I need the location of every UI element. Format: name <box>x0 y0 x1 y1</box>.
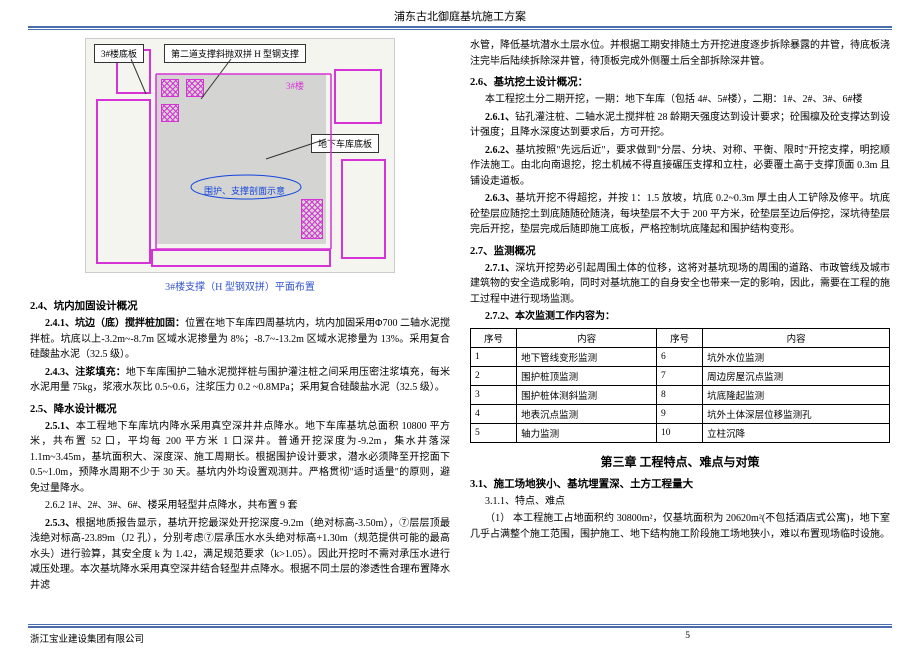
para-2-6-2: 2.6.2、基坑按照"先远后近"，要求做到"分层、分块、对称、平衡、限时"开挖支… <box>470 143 890 190</box>
th-content1: 内容 <box>517 328 657 347</box>
footer-page: 5 <box>685 631 690 645</box>
para-2-4-3: 2.4.3、注浆填充：地下车库围护二轴水泥搅拌桩与围护灌注桩之间采用压密注浆填充… <box>30 365 450 396</box>
para-3-1-body: （1） 本工程施工占地面积约 30800m²，仅基坑面积为 20620m²(不包… <box>470 511 890 542</box>
header-rule-thick <box>28 26 892 28</box>
para-2-6-3: 2.6.3、基坑开挖不得超挖，并按 1：1.5 放坡，坑底 0.2~0.3m 厚… <box>470 191 890 238</box>
header-title: 浦东古北御庭基坑施工方案 <box>0 0 920 26</box>
para-continued: 水管，降低基坑潜水土层水位。并根据工期安排随土方开挖进度逐步拆除暴露的井管，待底… <box>470 38 890 69</box>
section-2-6-title: 2.6、基坑挖土设计概况： <box>470 74 890 89</box>
right-column: 水管，降低基坑潜水土层水位。并根据工期安排随土方开挖进度逐步拆除暴露的井管，待底… <box>470 38 890 595</box>
diagram-caption: 3#楼支撑（H 型钢双拼）平面布置 <box>30 278 450 293</box>
section-2-5-title: 2.5、降水设计概况 <box>30 401 450 416</box>
th-content2: 内容 <box>703 328 890 347</box>
footer-rule-thick <box>28 626 892 628</box>
table-row: 3围护桩体测斜监测8坑底隆起监测 <box>471 385 890 404</box>
para-3-1-1: 3.1.1、特点、难点 <box>470 494 890 510</box>
table-row: 1地下管线变形监测6坑外水位监测 <box>471 347 890 366</box>
section-2-4-title: 2.4、坑内加固设计概况 <box>30 298 450 313</box>
footer-rule-thin <box>28 624 892 625</box>
site-plan-diagram: 3#楼底板 第二道支撑斜抛双拼 H 型钢支撑 地下车库底板 围护、支撑剖面示意 … <box>85 38 395 273</box>
para-2-4-1: 2.4.1、坑边（底）搅拌桩加固：位置在地下车库四周基坑内，坑内加固采用Φ700… <box>30 316 450 363</box>
table-row: 2围护桩顶监测7周边房屋沉点监测 <box>471 366 890 385</box>
table-header-row: 序号 内容 序号 内容 <box>471 328 890 347</box>
header-rule-thin <box>28 29 892 30</box>
para-2-5-1: 2.5.1、本工程地下车库坑内降水采用真空深井井点降水。地下车库基坑总面积 10… <box>30 419 450 497</box>
section-2-7-title: 2.7、监测概况 <box>470 243 890 258</box>
para-2-6-body: 本工程挖土分二期开挖，一期：地下车库（包括 4#、5#楼），二期：1#、2#、3… <box>470 92 890 108</box>
left-column: 3#楼底板 第二道支撑斜抛双拼 H 型钢支撑 地下车库底板 围护、支撑剖面示意 … <box>30 38 450 595</box>
para-2-6-2a: 2.6.2 1#、2#、3#、6#、楼采用轻型井点降水，共布置 9 套 <box>30 498 450 514</box>
footer-company: 浙江宝业建设集团有限公司 <box>30 631 144 645</box>
para-2-5-3: 2.5.3、根据地质报告显示，基坑开挖最深处开挖深度-9.2m（绝对标高-3.5… <box>30 516 450 594</box>
para-2-6-1: 2.6.1、钻孔灌注桩、二轴水泥土搅拌桩 28 龄期天强度达到设计要求；砼围檩及… <box>470 110 890 141</box>
table-row: 5轴力监测10立柱沉降 <box>471 423 890 442</box>
diagram-lines <box>86 39 396 274</box>
two-column-layout: 3#楼底板 第二道支撑斜抛双拼 H 型钢支撑 地下车库底板 围护、支撑剖面示意 … <box>30 38 890 595</box>
table-row: 4地表沉点监测9坑外土体深层位移监测孔 <box>471 404 890 423</box>
para-2-7-1: 2.7.1、深坑开挖势必引起周围土体的位移，这将对基坑现场的周围的道路、市政管线… <box>470 261 890 308</box>
th-seq1: 序号 <box>471 328 517 347</box>
chapter-3-title: 第三章 工程特点、难点与对策 <box>470 453 890 470</box>
para-2-7-2: 2.7.2、本次监测工作内容为： <box>470 309 890 325</box>
page-footer: 浙江宝业建设集团有限公司 5 <box>0 624 920 645</box>
th-seq2: 序号 <box>657 328 703 347</box>
section-3-1-title: 3.1、施工场地狭小、基坑埋置深、土方工程量大 <box>470 476 890 491</box>
monitoring-table: 序号 内容 序号 内容 1地下管线变形监测6坑外水位监测 2围护桩顶监测7周边房… <box>470 328 890 443</box>
